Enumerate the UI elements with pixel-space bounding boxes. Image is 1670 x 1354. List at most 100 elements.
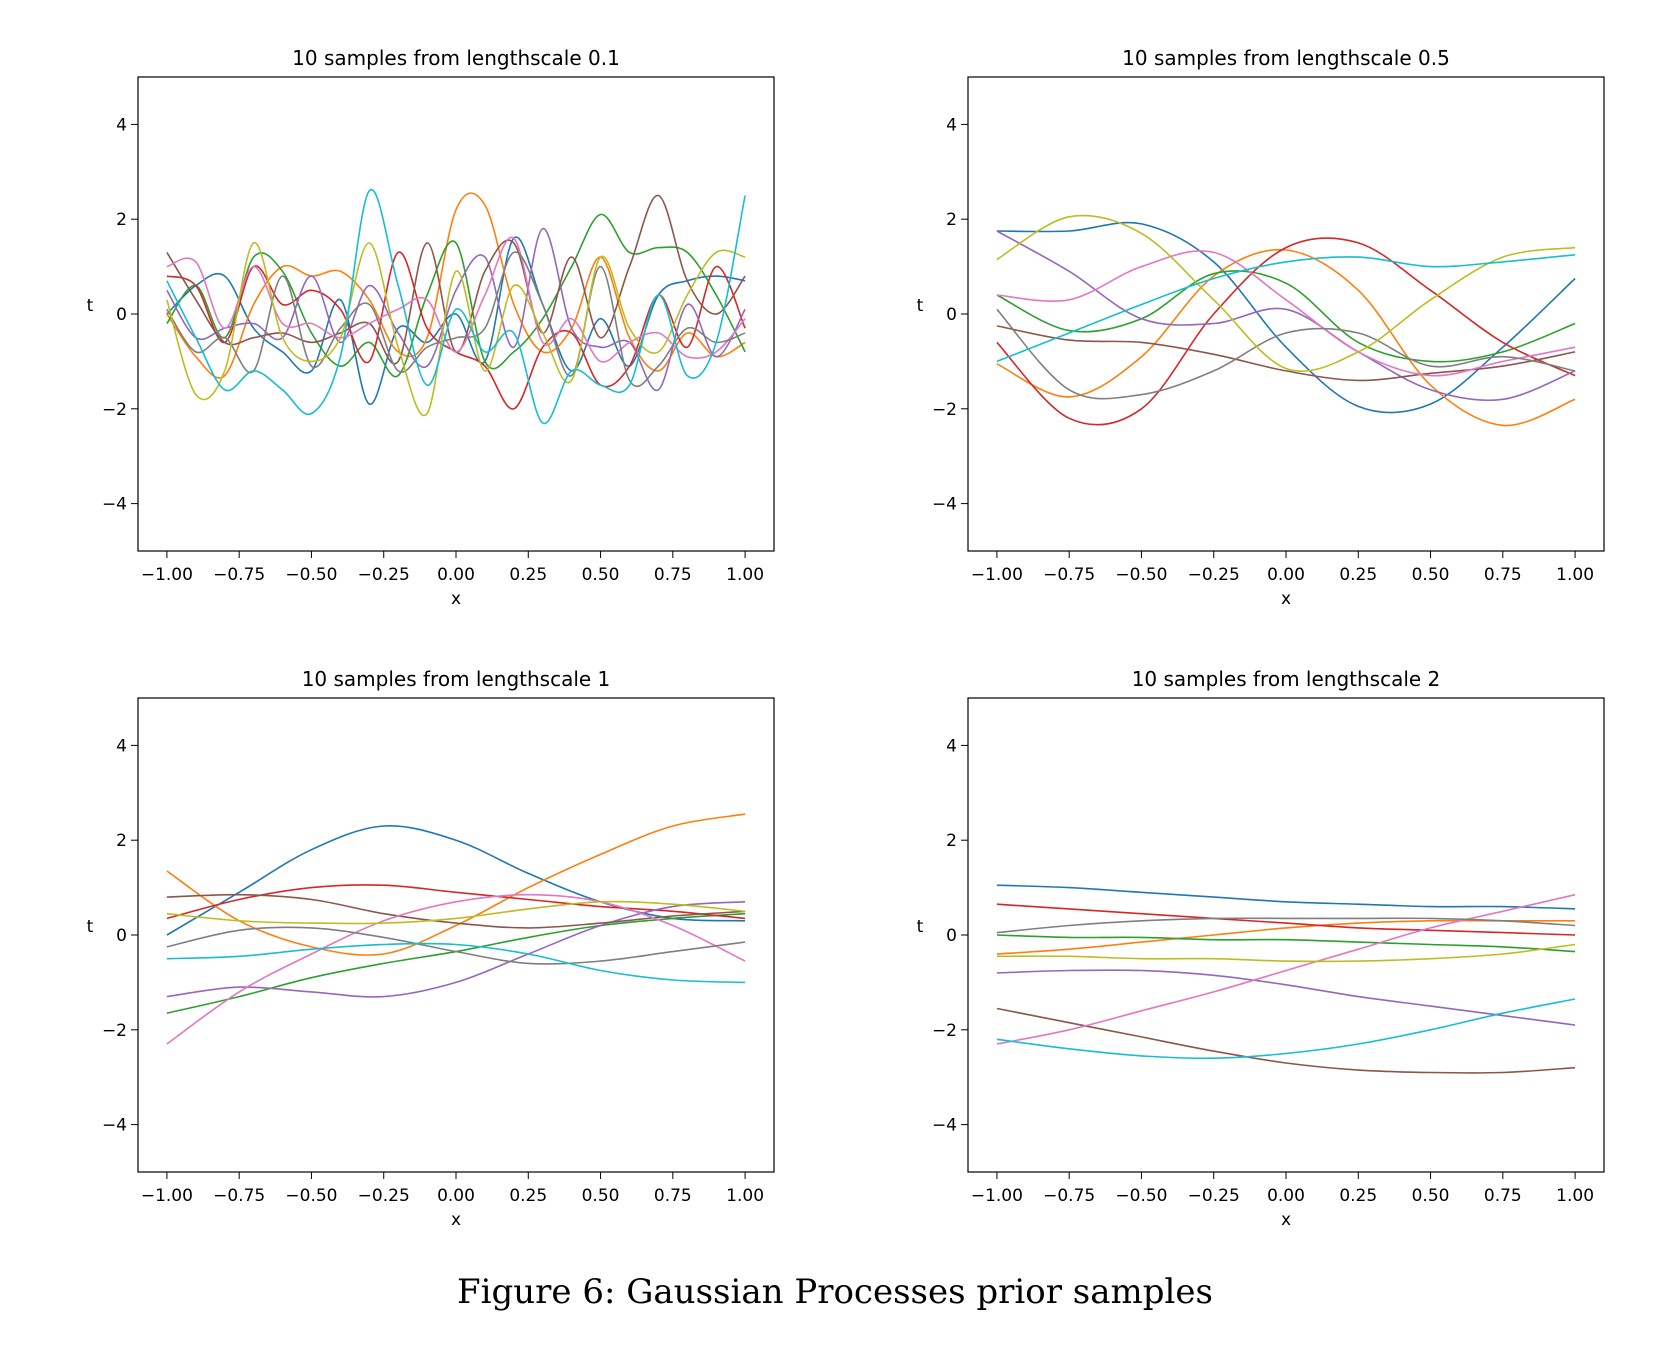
series-line-5 — [996, 969, 1576, 1026]
y-tick-label: −2 — [102, 1021, 127, 1041]
series-line-7 — [996, 250, 1576, 377]
series-line-10 — [166, 188, 746, 424]
x-tick-label: 0.75 — [654, 1186, 692, 1206]
y-tick-label: −4 — [102, 495, 127, 515]
x-tick-label: −0.75 — [213, 565, 265, 585]
series-line-4 — [996, 237, 1576, 426]
series-line-3 — [166, 213, 746, 378]
series-line-9 — [996, 943, 1576, 963]
x-axis-label: x — [451, 589, 461, 609]
x-tick-label: −0.50 — [285, 1186, 337, 1206]
x-tick-label: −1.00 — [971, 565, 1023, 585]
y-tick-label: 2 — [946, 210, 957, 230]
series-line-1 — [166, 825, 746, 936]
series-group — [996, 884, 1576, 1074]
chart-title: 10 samples from lengthscale 2 — [1132, 667, 1441, 691]
series-group — [166, 188, 746, 424]
y-tick-label: 0 — [116, 926, 127, 946]
y-tick-label: −4 — [932, 495, 957, 515]
y-tick-label: 4 — [116, 736, 127, 756]
x-axis-label: x — [451, 1210, 461, 1230]
chart-panel-4: −1.00 −0.75 −0.50 −0.25 0.00 0.25 0.50 0.75 1.00… — [917, 667, 1605, 1230]
y-axis-label: t — [87, 296, 94, 316]
series-line-1 — [996, 221, 1576, 414]
x-tick-label: 0.25 — [1339, 1186, 1377, 1206]
x-tick-label: 1.00 — [726, 565, 764, 585]
x-tick-label: −0.75 — [213, 1186, 265, 1206]
y-tick-label: 0 — [946, 926, 957, 946]
series-line-1 — [996, 884, 1576, 910]
series-line-2 — [166, 192, 746, 379]
axes-frame — [967, 697, 1605, 1173]
x-tick-label: −0.75 — [1043, 1186, 1095, 1206]
x-tick-label: 0.25 — [509, 565, 547, 585]
figure-caption: Figure 6: Gaussian Processes prior sampl… — [457, 1272, 1213, 1312]
y-tick-label: 2 — [116, 831, 127, 851]
series-line-4 — [166, 251, 746, 410]
series-line-10 — [996, 998, 1576, 1060]
y-tick-label: 4 — [946, 736, 957, 756]
y-tick-label: −4 — [932, 1116, 957, 1136]
series-line-4 — [996, 903, 1576, 936]
x-tick-label: 1.00 — [726, 1186, 764, 1206]
series-line-5 — [166, 227, 746, 391]
y-tick-label: 0 — [946, 305, 957, 325]
series-line-6 — [166, 893, 746, 929]
series-line-2 — [996, 919, 1576, 955]
x-tick-label: 0.75 — [1484, 565, 1522, 585]
x-tick-label: −0.50 — [285, 565, 337, 585]
x-tick-label: −0.25 — [358, 1186, 410, 1206]
series-line-5 — [996, 230, 1576, 402]
chart-title: 10 samples from lengthscale 0.1 — [292, 46, 620, 70]
x-tick-label: 1.00 — [1556, 565, 1594, 585]
x-tick-label: 0.25 — [1339, 565, 1377, 585]
series-line-9 — [996, 214, 1576, 373]
y-tick-label: 2 — [946, 831, 957, 851]
x-axis-label: x — [1281, 1210, 1291, 1230]
chart-panel-2: −1.00 −0.75 −0.50 −0.25 0.00 0.25 0.50 0.75 1.00… — [917, 46, 1605, 609]
series-line-8 — [996, 917, 1576, 934]
y-tick-label: −2 — [932, 1021, 957, 1041]
y-axis-label: t — [87, 917, 94, 937]
x-tick-label: −1.00 — [971, 1186, 1023, 1206]
x-tick-label: 0.00 — [1267, 1186, 1305, 1206]
x-tick-label: 0.50 — [582, 1186, 620, 1206]
x-tick-label: 0.00 — [437, 565, 475, 585]
series-line-7 — [996, 893, 1576, 1045]
x-tick-label: 0.50 — [1412, 1186, 1450, 1206]
x-tick-label: −0.50 — [1115, 1186, 1167, 1206]
series-group — [166, 813, 746, 1045]
x-tick-label: 0.50 — [582, 565, 620, 585]
x-tick-label: 0.00 — [437, 1186, 475, 1206]
x-tick-label: −1.00 — [141, 565, 193, 585]
y-tick-label: 4 — [946, 115, 957, 135]
x-tick-label: −0.25 — [358, 565, 410, 585]
chart-panel-1: −1.00 −0.75 −0.50 −0.25 0.00 0.25 0.50 0.75 1.00… — [87, 46, 775, 609]
x-tick-label: 0.75 — [1484, 1186, 1522, 1206]
chart-title: 10 samples from lengthscale 1 — [302, 667, 611, 691]
y-tick-label: 2 — [116, 210, 127, 230]
x-tick-label: −0.50 — [1115, 565, 1167, 585]
axes-frame — [137, 697, 775, 1173]
series-line-3 — [996, 270, 1576, 363]
y-axis-label: t — [917, 917, 924, 937]
series-line-2 — [996, 248, 1576, 427]
y-tick-label: −4 — [102, 1116, 127, 1136]
series-line-10 — [996, 254, 1576, 363]
series-line-3 — [996, 934, 1576, 953]
x-tick-label: 0.25 — [509, 1186, 547, 1206]
series-line-8 — [996, 308, 1576, 400]
y-tick-label: −2 — [102, 400, 127, 420]
x-tick-label: 0.50 — [1412, 565, 1450, 585]
x-tick-label: −0.25 — [1188, 565, 1240, 585]
x-axis-label: x — [1281, 589, 1291, 609]
y-tick-label: 0 — [116, 305, 127, 325]
series-line-2 — [166, 813, 746, 956]
series-line-8 — [166, 926, 746, 965]
series-line-7 — [166, 893, 746, 1045]
series-line-6 — [996, 325, 1576, 382]
y-axis-label: t — [917, 296, 924, 316]
series-line-8 — [166, 251, 746, 388]
axes-frame — [967, 76, 1605, 552]
